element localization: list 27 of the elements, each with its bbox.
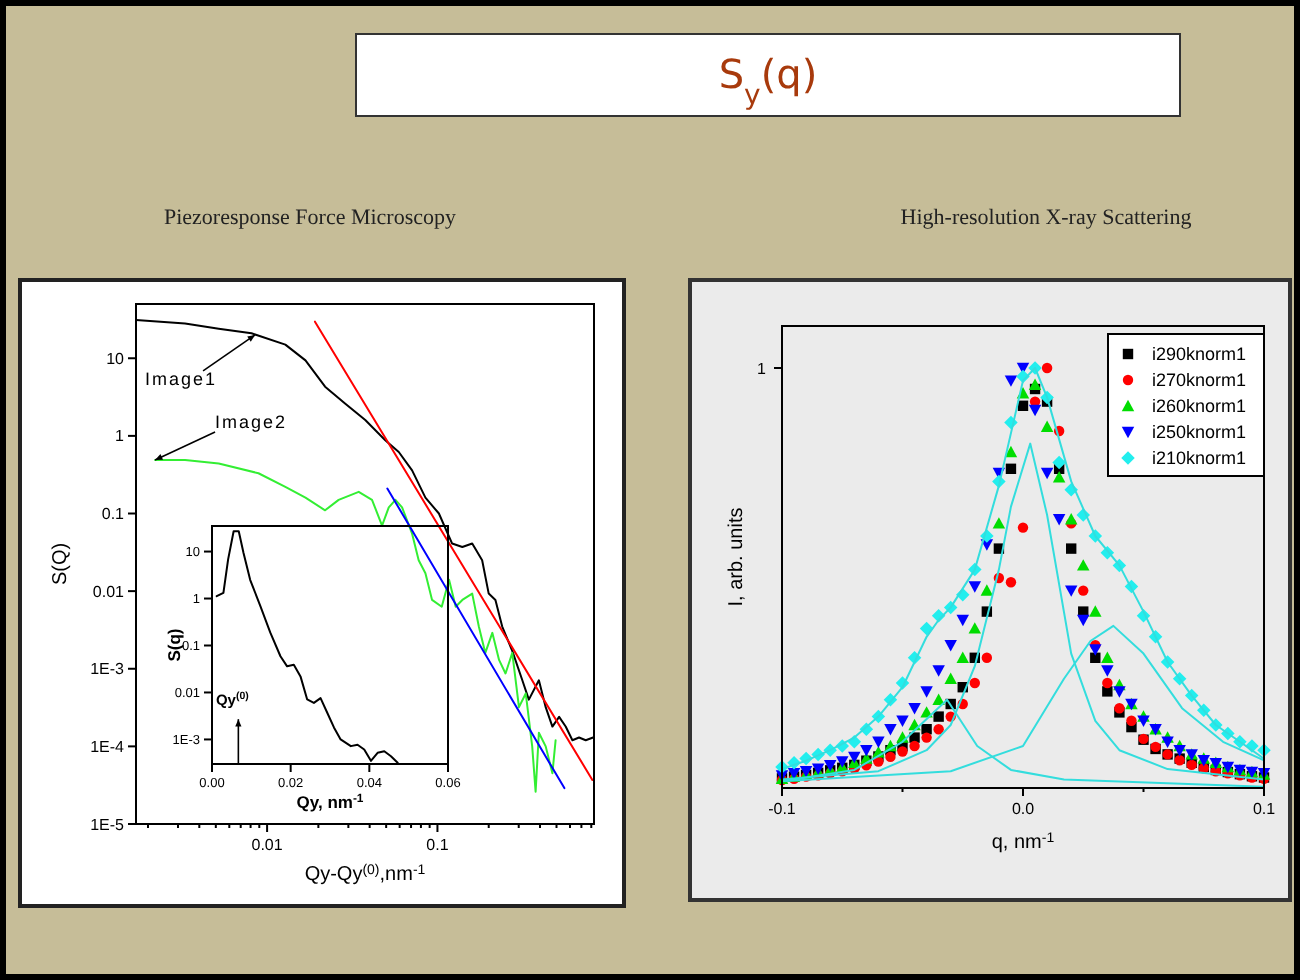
x-axis-title: Qy-Qy$^{(0)}$,nm$^{-1}$: [304, 861, 426, 886]
legend-label: i210knorm1: [1152, 448, 1247, 468]
y-axis-title: S(Q): [50, 542, 72, 586]
chart-title: S$_{y}$(q): [718, 50, 818, 112]
y-tick-label: 0.01: [92, 582, 126, 601]
chart-subtitle: Piezoresponse Force Microscopy: [163, 206, 458, 230]
legend-label: i270knorm1: [1152, 370, 1247, 390]
y-axis-title: I, arb. units: [726, 507, 748, 607]
y-tick-label: 1E-3: [90, 660, 126, 679]
y-tick-label: 10: [106, 349, 126, 368]
x-axis-title: Qy, nm$^{-1}$: [296, 792, 365, 812]
text: 1: [757, 360, 768, 378]
x-axis-title: q, nm$^{-1}$: [991, 831, 1055, 854]
y-tick-label: 0.1: [101, 505, 126, 524]
legend-label: i260knorm1: [1152, 396, 1247, 416]
x-tick-label: -0.1: [768, 800, 797, 818]
annotation: Image2: [215, 411, 288, 432]
y-tick-label: 1E-4: [90, 737, 126, 756]
y-tick-label: 1E-5: [90, 815, 126, 834]
annotation: Image1: [145, 368, 218, 389]
legend-label: i290knorm1: [1152, 344, 1247, 364]
y-tick-label: 1: [115, 427, 126, 446]
legend-label: i250knorm1: [1152, 422, 1247, 442]
y-axis-title: S(q): [164, 628, 184, 662]
chart-subtitle: High-resolution X-ray Scattering: [900, 206, 1193, 230]
x-tick-label: 0.0: [1011, 800, 1036, 818]
x-tick-label: 0.1: [1252, 800, 1277, 818]
